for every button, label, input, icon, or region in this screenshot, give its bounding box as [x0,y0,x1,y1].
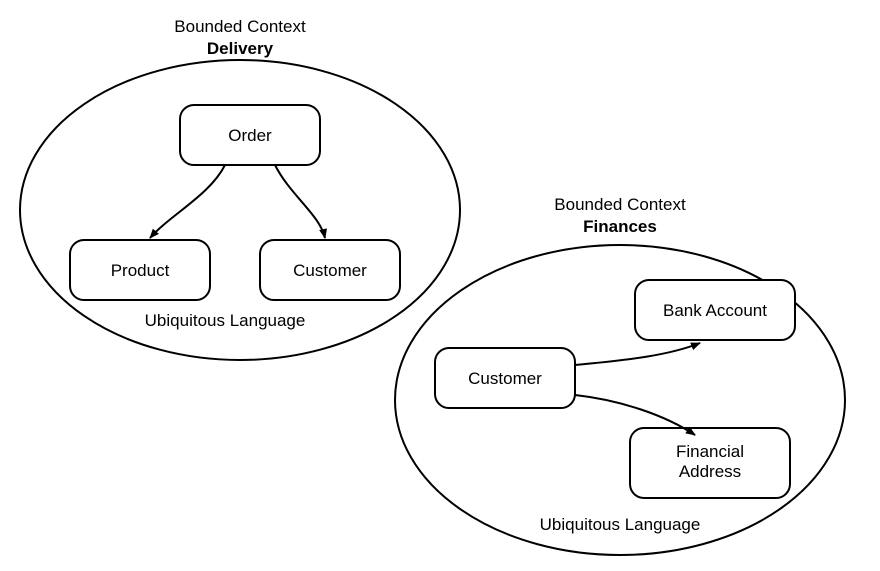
edge-customer2-bankaccount [575,343,700,365]
node-label-product: Product [111,261,170,280]
context-title-finances: Bounded Context [554,195,686,214]
node-label-order: Order [228,126,272,145]
node-label-customer1: Customer [293,261,367,280]
node-label-finaddress-2: Address [679,462,741,481]
node-label-finaddress-1: Financial [676,442,744,461]
edge-order-customer1 [275,165,325,238]
node-label-customer2: Customer [468,369,542,388]
bounded-context-diagram: Bounded Context Delivery Ubiquitous Langua… [0,0,880,571]
context-name-delivery: Delivery [207,39,274,58]
node-label-bankaccount: Bank Account [663,301,767,320]
context-title-delivery: Bounded Context [174,17,306,36]
context-name-finances: Finances [583,217,657,236]
edge-order-product [150,165,225,238]
context-footer-delivery: Ubiquitous Language [145,311,306,330]
context-footer-finances: Ubiquitous Language [540,515,701,534]
